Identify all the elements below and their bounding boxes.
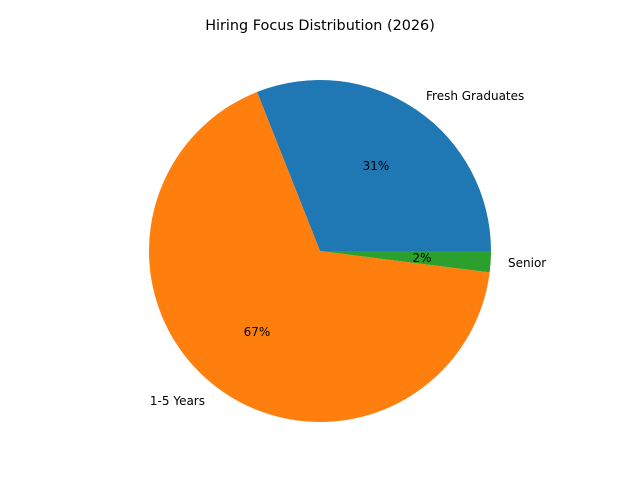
slice-label-senior: Senior bbox=[508, 256, 546, 270]
slice-pct-senior: 2% bbox=[412, 251, 431, 265]
pie-slice-senior bbox=[320, 251, 491, 273]
pie-slice-1-5-years bbox=[148, 92, 490, 423]
slice-label-fresh-graduates: Fresh Graduates bbox=[426, 89, 524, 103]
slice-label-1-5-years: 1-5 Years bbox=[150, 394, 205, 408]
slice-pct-1-5-years: 67% bbox=[244, 325, 271, 339]
slice-pct-fresh-graduates: 31% bbox=[363, 159, 390, 173]
pie-slice-fresh-graduates bbox=[257, 80, 491, 251]
pie-slices bbox=[148, 80, 491, 423]
chart-title: Hiring Focus Distribution (2026) bbox=[205, 18, 435, 34]
